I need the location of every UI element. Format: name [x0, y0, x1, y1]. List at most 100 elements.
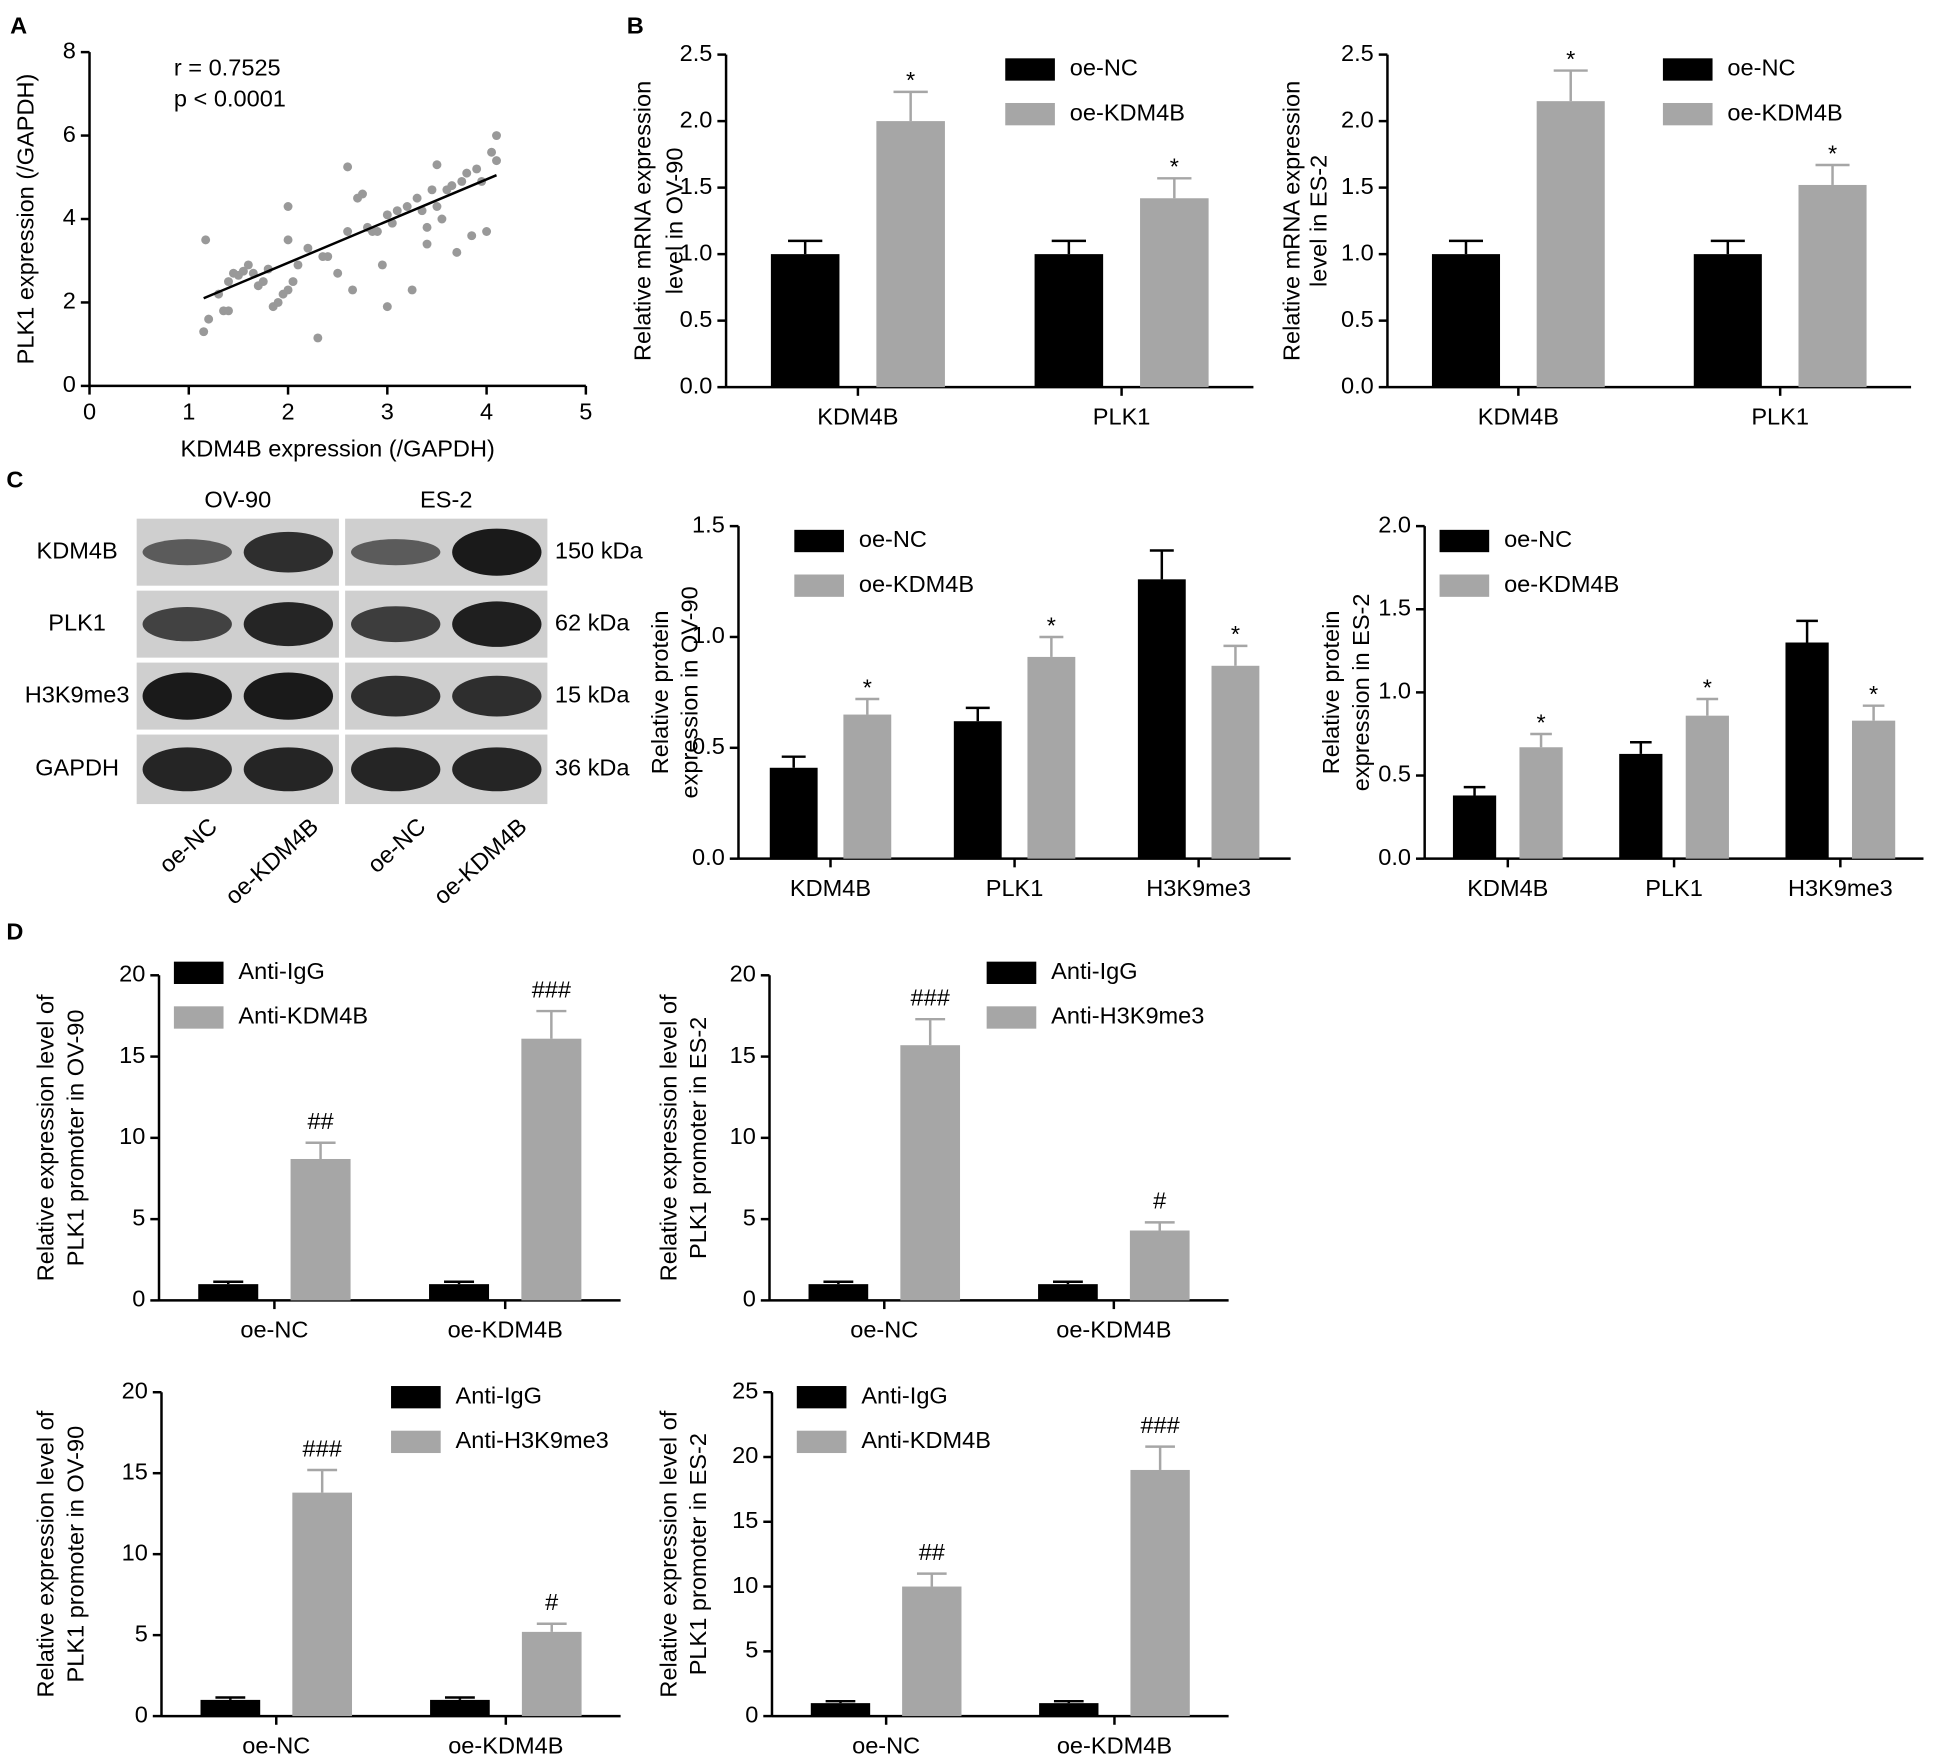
legend-label: Anti-H3K9me3: [1051, 1003, 1204, 1029]
point: [204, 314, 214, 324]
significance-label: ###: [911, 985, 950, 1011]
y-tick-label: 0.0: [680, 372, 713, 398]
point: [199, 327, 209, 337]
x-tick-label: oe-NC: [850, 1317, 918, 1343]
legend-swatch: [986, 961, 1037, 984]
point: [372, 227, 382, 236]
size-label: 15 kDa: [555, 681, 631, 707]
point: [258, 277, 268, 287]
blot-band: [243, 672, 334, 720]
y-tick-label: 0: [135, 1701, 148, 1727]
y-axis-label: Relative expression level of: [655, 1410, 681, 1697]
y-axis-label: Relative protein: [1318, 611, 1344, 775]
bar: [1785, 642, 1829, 859]
x-tick-label: 3: [381, 398, 394, 424]
x-tick-label: KDM4B: [1467, 875, 1548, 901]
bar: [429, 1284, 490, 1301]
bar: [1798, 184, 1867, 388]
lane-label: oe-NC: [154, 813, 222, 878]
point: [452, 247, 462, 257]
x-tick-label: 2: [281, 398, 294, 424]
y-tick-label: 0.5: [1341, 306, 1374, 332]
significance-label: ###: [532, 976, 571, 1002]
legend-label: Anti-IgG: [456, 1382, 542, 1408]
legend-label: oe-NC: [1504, 526, 1572, 552]
x-tick-label: oe-KDM4B: [448, 1317, 563, 1343]
legend-swatch: [794, 529, 844, 553]
bar: [1431, 254, 1501, 388]
y-axis-label: Relative mRNA expression: [629, 81, 655, 361]
y-tick-label: 1.5: [1341, 173, 1374, 199]
protein-label: GAPDH: [35, 755, 119, 781]
point: [492, 156, 501, 166]
legend-swatch: [173, 1006, 224, 1029]
legend-swatch: [391, 1430, 441, 1454]
y-axis-label: PLK1 promoter in OV-90: [62, 1426, 88, 1683]
bar: [1619, 753, 1663, 859]
legend-label: Anti-H3K9me3: [456, 1427, 609, 1453]
bar: [810, 1703, 871, 1717]
point: [283, 202, 293, 211]
bar: [770, 254, 840, 388]
y-tick-label: 2.0: [1341, 106, 1374, 132]
point: [407, 285, 417, 295]
point: [273, 297, 283, 307]
blot-band: [142, 539, 232, 566]
point: [462, 168, 472, 178]
point: [201, 235, 211, 245]
significance-label: *: [1703, 674, 1712, 700]
point: [243, 260, 253, 270]
legend-label: Anti-KDM4B: [238, 1003, 368, 1029]
significance-label: ###: [303, 1435, 342, 1461]
x-tick-label: oe-NC: [240, 1317, 308, 1343]
x-tick-label: KDM4B: [790, 875, 871, 901]
bar: [843, 714, 892, 859]
point: [472, 164, 482, 174]
blot-band: [243, 531, 334, 573]
point: [238, 266, 248, 276]
y-axis-label: PLK1 promoter in ES-2: [685, 1017, 711, 1259]
y-tick-label: 20: [730, 961, 756, 987]
point: [437, 214, 447, 224]
legend-swatch: [1005, 102, 1055, 126]
bar: [1039, 1703, 1099, 1717]
bar: [1129, 1230, 1190, 1301]
point: [382, 210, 392, 220]
point: [412, 193, 422, 203]
legend-label: oe-KDM4B: [1727, 99, 1842, 125]
point: [487, 147, 497, 157]
point: [402, 202, 412, 211]
y-tick-label: 10: [119, 1123, 145, 1149]
y-axis-label: level in OV-90: [662, 148, 688, 295]
bar: [292, 1492, 353, 1717]
y-tick-label: 2.5: [1341, 40, 1374, 66]
size-label: 36 kDa: [555, 755, 631, 781]
y-tick-label: 0: [63, 371, 76, 397]
y-tick-label: 2.0: [1378, 511, 1411, 537]
point: [283, 235, 293, 245]
bar: [1536, 101, 1605, 388]
bar: [876, 121, 945, 388]
y-axis-label: expression in ES-2: [1348, 594, 1374, 792]
point: [224, 306, 233, 316]
y-axis-label: Relative expression level of: [655, 994, 681, 1281]
blot-band: [142, 607, 232, 642]
bar: [1851, 720, 1896, 859]
bar: [900, 1045, 961, 1301]
y-tick-label: 15: [732, 1507, 758, 1533]
legend-swatch: [1662, 102, 1713, 126]
point: [293, 260, 303, 270]
significance-label: *: [1170, 154, 1179, 180]
bar: [1137, 579, 1186, 859]
y-tick-label: 0.5: [680, 306, 713, 332]
x-tick-label: PLK1: [986, 875, 1044, 901]
bar: [1452, 795, 1497, 859]
legend-swatch: [391, 1386, 441, 1409]
blot-band: [142, 747, 232, 792]
point: [348, 285, 358, 295]
y-tick-label: 0.5: [1378, 761, 1411, 787]
bar: [198, 1284, 259, 1301]
y-tick-label: 10: [732, 1572, 758, 1598]
bar: [430, 1699, 490, 1717]
